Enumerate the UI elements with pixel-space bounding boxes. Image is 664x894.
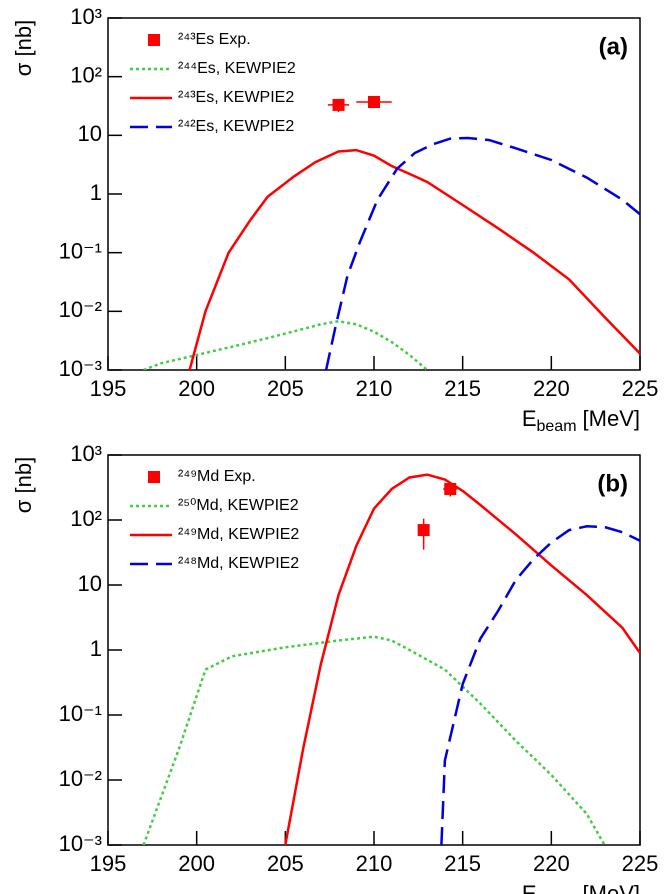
- y-tick-label: 10: [78, 571, 102, 596]
- x-tick-label: 225: [622, 851, 659, 876]
- x-tick-label: 195: [90, 376, 127, 401]
- data-line: [188, 148, 640, 370]
- data-line: [324, 136, 640, 370]
- legend-label: ²⁴⁸Md, KEWPIE2: [178, 555, 299, 572]
- x-tick-label: 220: [533, 376, 570, 401]
- data-line: [284, 473, 640, 845]
- data-point: [368, 95, 380, 108]
- data-point: [332, 98, 345, 111]
- y-axis-label: σ [nb]: [11, 457, 36, 513]
- y-tick-label: 10⁻¹: [59, 701, 102, 726]
- y-tick-label: 10: [78, 121, 102, 146]
- legend-marker: [148, 34, 160, 46]
- x-axis-label-base: E: [522, 406, 537, 431]
- x-axis-label: Ebeam [MeV]: [522, 406, 640, 435]
- legend-label: ²⁴²Es, KEWPIE2: [178, 118, 294, 135]
- x-tick-label: 215: [444, 851, 481, 876]
- legend-label: ²⁴⁴Es, KEWPIE2: [178, 60, 296, 77]
- panel-label: (a): [599, 33, 628, 60]
- y-tick-label: 10⁻³: [59, 356, 102, 381]
- x-tick-label: 200: [178, 376, 215, 401]
- y-axis-label: σ [nb]: [11, 20, 36, 76]
- data-point: [417, 524, 430, 537]
- x-axis-label-unit: [MeV]: [583, 881, 640, 894]
- y-tick-label: 10²: [70, 62, 102, 87]
- y-tick-label: 10³: [70, 441, 102, 466]
- legend-marker: [148, 471, 160, 483]
- x-tick-label: 210: [356, 376, 393, 401]
- y-tick-label: 10³: [70, 4, 102, 29]
- x-tick-label: 205: [267, 376, 304, 401]
- legend-label: ²⁴³Es, KEWPIE2: [178, 89, 294, 106]
- y-tick-label: 10⁻²: [59, 297, 102, 322]
- y-tick-label: 10²: [70, 506, 102, 531]
- x-tick-label: 210: [356, 851, 393, 876]
- x-tick-label: 225: [622, 376, 659, 401]
- data-line: [142, 635, 606, 845]
- data-line: [440, 525, 640, 845]
- x-axis-label-sub: beam: [537, 418, 577, 435]
- y-tick-label: 10⁻²: [59, 766, 102, 791]
- y-tick-label: 1: [90, 636, 102, 661]
- x-tick-label: 195: [90, 851, 127, 876]
- legend-label: ²⁴⁹Md, KEWPIE2: [178, 526, 299, 543]
- data-line: [143, 319, 429, 370]
- y-tick-label: 1: [90, 180, 102, 205]
- legend-label: ²⁴³Es Exp.: [178, 31, 251, 48]
- y-tick-label: 10⁻¹: [59, 238, 102, 263]
- y-tick-label: 10⁻³: [59, 831, 102, 856]
- x-axis-label-unit: [MeV]: [583, 406, 640, 431]
- legend-label: ²⁴⁹Md Exp.: [178, 468, 256, 485]
- x-axis-label: Ebeam[MeV]: [522, 881, 640, 894]
- x-tick-label: 200: [178, 851, 215, 876]
- legend-label: ²⁵⁰Md, KEWPIE2: [178, 497, 299, 514]
- x-tick-label: 220: [533, 851, 570, 876]
- x-tick-label: 215: [444, 376, 481, 401]
- x-axis-label-base: E: [522, 881, 537, 894]
- panel-label: (b): [597, 470, 628, 497]
- x-tick-label: 205: [267, 851, 304, 876]
